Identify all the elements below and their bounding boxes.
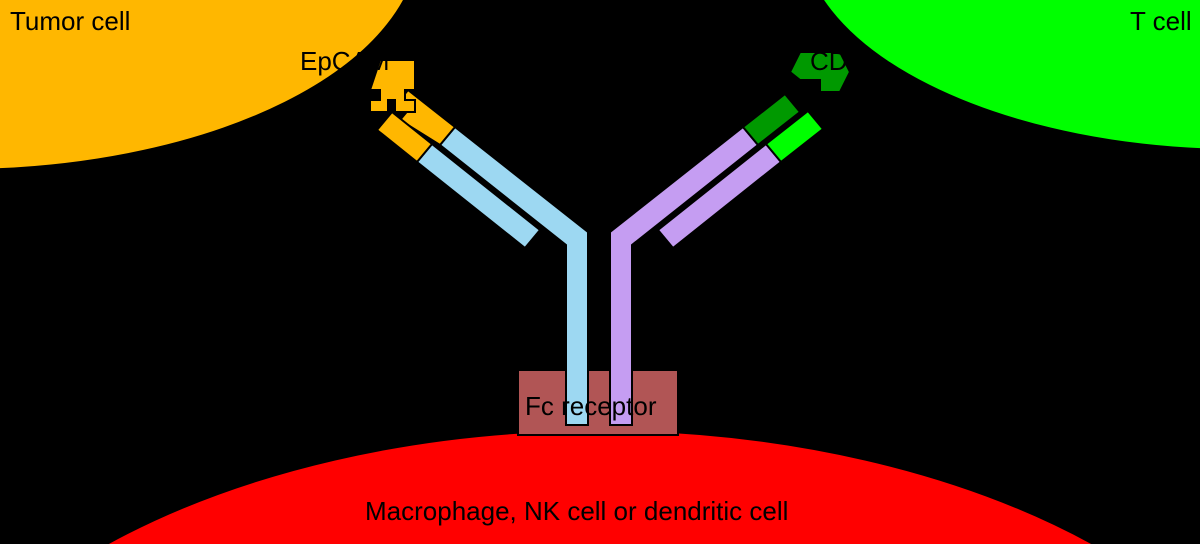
cd3-label: CD3: [810, 46, 862, 76]
tumor-cell-label: Tumor cell: [10, 6, 130, 36]
effector-cell-label: Macrophage, NK cell or dendritic cell: [365, 496, 788, 526]
epcam-label: EpCAM: [300, 46, 390, 76]
t-cell-label: T cell: [1130, 6, 1192, 36]
fc-receptor-label: Fc receptor: [525, 391, 657, 421]
